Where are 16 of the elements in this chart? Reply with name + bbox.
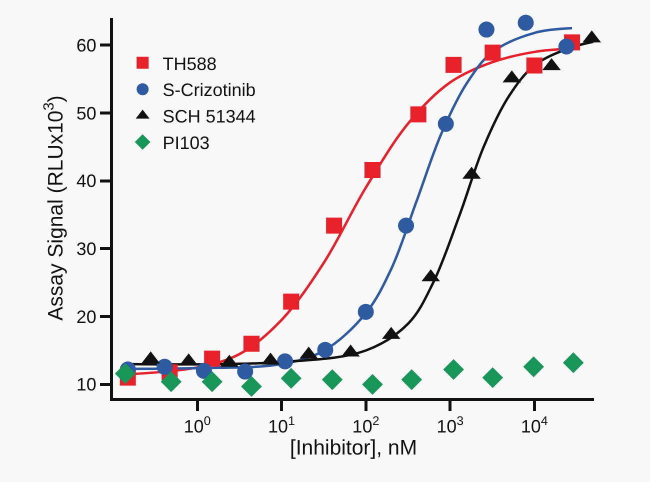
x-axis-title: [Inhibitor], nM — [290, 436, 418, 460]
legend-label: PI103 — [162, 133, 210, 154]
x-tick-label: 10$^{0}$ — [184, 414, 211, 437]
x-tick-label: 10$^{2}$ — [352, 414, 380, 437]
y-tick-label: 10 — [76, 374, 96, 395]
y-tick-label: 40 — [76, 171, 96, 192]
y-tick-label: 30 — [76, 239, 96, 260]
x-tick-label: 10$^{3}$ — [436, 414, 464, 437]
legend-label: S-Crizotinib — [162, 80, 256, 100]
y-tick-label: 50 — [76, 103, 96, 124]
y-tick-label: 20 — [76, 306, 96, 327]
legend-label: SCH 51344 — [162, 106, 256, 127]
legend-label: TH588 — [162, 54, 217, 74]
x-tick-label: 10$^{4}$ — [520, 414, 548, 437]
x-tick-label: 10$^{1}$ — [268, 414, 296, 437]
y-tick-label: 60 — [76, 35, 96, 56]
